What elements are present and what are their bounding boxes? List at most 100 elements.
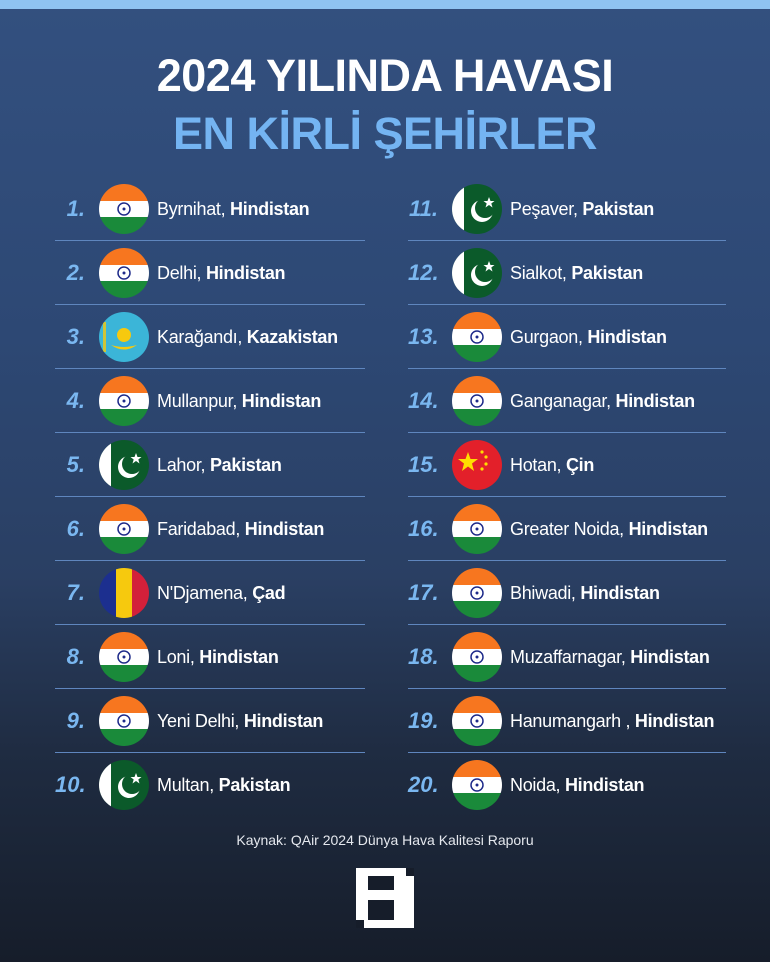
country-name: Hindistan	[241, 390, 322, 411]
divider	[55, 752, 365, 753]
country-name: Hindistan	[205, 262, 286, 283]
country-name: Pakistan	[209, 454, 282, 475]
top-accent-bar	[0, 0, 770, 9]
list-item: 16. Greater Noida, Hindistan	[408, 497, 726, 561]
chad-flag-icon	[99, 568, 149, 618]
rank-number: 14.	[408, 388, 439, 413]
rank-number: 20.	[408, 772, 439, 797]
rank-number: 19.	[408, 708, 439, 733]
country-name: Pakistan	[571, 262, 643, 283]
divider	[408, 752, 726, 753]
city-name: Byrnihat, Hindistan	[157, 198, 310, 219]
india-flag-icon	[452, 568, 502, 618]
country-name: Hindistan	[243, 710, 324, 731]
country-name: Çad	[252, 582, 286, 603]
india-flag-icon	[99, 376, 149, 426]
city-name: Sialkot, Pakistan	[510, 262, 643, 283]
logo	[356, 868, 414, 933]
city-name: Greater Noida, Hindistan	[510, 518, 709, 539]
divider	[55, 496, 365, 497]
list-item: 8. Loni, Hindistan	[55, 625, 365, 689]
country-name: Hindistan	[230, 198, 310, 219]
pakistan-flag-icon	[452, 184, 502, 234]
city-name: Ganganagar, Hindistan	[510, 390, 696, 411]
list-item: 14. Ganganagar, Hindistan	[408, 369, 726, 433]
india-flag-icon	[452, 504, 502, 554]
pakistan-flag-icon	[452, 248, 502, 298]
ranking-column-right: 11. Peşaver, Pakistan 12. Sialkot, Pakis…	[408, 177, 726, 817]
rank-number: 12.	[408, 260, 439, 285]
divider	[55, 240, 365, 241]
rank-number: 5.	[66, 452, 85, 477]
city-name: Mullanpur, Hindistan	[157, 390, 322, 411]
india-flag-icon	[452, 760, 502, 810]
country-name: Hindistan	[564, 774, 645, 795]
city-name: Peşaver, Pakistan	[510, 198, 654, 219]
rank-number: 8.	[66, 644, 85, 669]
india-flag-icon	[452, 312, 502, 362]
city-name: Gurgaon, Hindistan	[510, 326, 667, 347]
city-name: Hanumangarh , Hindistan	[510, 710, 715, 731]
country-name: Hindistan	[199, 646, 279, 667]
india-flag-icon	[452, 376, 502, 426]
city-name: N'Djamena, Çad	[157, 582, 286, 603]
country-name: Hindistan	[634, 710, 715, 731]
country-name: Hindistan	[628, 518, 709, 539]
list-item: 4. Mullanpur, Hindistan	[55, 369, 365, 433]
list-item: 17. Bhiwadi, Hindistan	[408, 561, 726, 625]
rank-number: 10.	[55, 772, 86, 797]
city-name: Multan, Pakistan	[157, 774, 291, 795]
city-name: Faridabad, Hindistan	[157, 518, 325, 539]
list-item: 11. Peşaver, Pakistan	[408, 177, 726, 241]
list-item: 12. Sialkot, Pakistan	[408, 241, 726, 305]
divider	[55, 688, 365, 689]
list-item: 2. Delhi, Hindistan	[55, 241, 365, 305]
divider	[55, 432, 365, 433]
city-name: Yeni Delhi, Hindistan	[157, 710, 324, 731]
india-flag-icon	[99, 632, 149, 682]
city-name: Noida, Hindistan	[510, 774, 645, 795]
title-line-1: 2024 YILINDA HAVASI	[156, 50, 614, 101]
city-name: Muzaffarnagar, Hindistan	[510, 646, 710, 667]
country-name: Kazakistan	[246, 326, 338, 347]
city-name: Bhiwadi, Hindistan	[510, 582, 660, 603]
list-item: 3. Karağandı, Kazakistan	[55, 305, 365, 369]
country-name: Hindistan	[580, 582, 660, 603]
city-name: Loni, Hindistan	[157, 646, 279, 667]
country-name: Hindistan	[630, 646, 710, 667]
list-item: 15. Hotan, Çin	[408, 433, 726, 497]
rank-number: 3.	[66, 324, 85, 349]
divider	[408, 496, 726, 497]
list-item: 20. Noida, Hindistan	[408, 753, 726, 817]
india-flag-icon	[99, 184, 149, 234]
divider	[408, 560, 726, 561]
rank-number: 7.	[66, 580, 85, 605]
pakistan-flag-icon	[99, 760, 149, 810]
list-item: 1. Byrnihat, Hindistan	[55, 177, 365, 241]
country-name: Hindistan	[615, 390, 696, 411]
rank-number: 6.	[66, 516, 85, 541]
country-name: Hindistan	[587, 326, 667, 347]
india-flag-icon	[452, 696, 502, 746]
india-flag-icon	[99, 248, 149, 298]
list-item: 18. Muzaffarnagar, Hindistan	[408, 625, 726, 689]
rank-number: 11.	[409, 196, 438, 221]
rank-number: 17.	[408, 580, 439, 605]
rank-number: 4.	[66, 388, 85, 413]
list-item: 13. Gurgaon, Hindistan	[408, 305, 726, 369]
divider	[408, 432, 726, 433]
rank-number: 1.	[66, 196, 85, 221]
list-item: 9. Yeni Delhi, Hindistan	[55, 689, 365, 753]
divider	[55, 304, 365, 305]
city-name: Lahor, Pakistan	[157, 454, 282, 475]
list-item: 6. Faridabad, Hindistan	[55, 497, 365, 561]
divider	[408, 240, 726, 241]
list-item: 5. Lahor, Pakistan	[55, 433, 365, 497]
rank-number: 18.	[408, 644, 439, 669]
list-item: 7. N'Djamena, Çad	[55, 561, 365, 625]
divider	[55, 560, 365, 561]
country-name: Hindistan	[244, 518, 325, 539]
title-line-2: EN KİRLİ ŞEHİRLER	[172, 108, 598, 159]
country-name: Pakistan	[218, 774, 291, 795]
ranking-column-left: 1. Byrnihat, Hindistan 2. Delhi, Hindist…	[55, 177, 365, 817]
